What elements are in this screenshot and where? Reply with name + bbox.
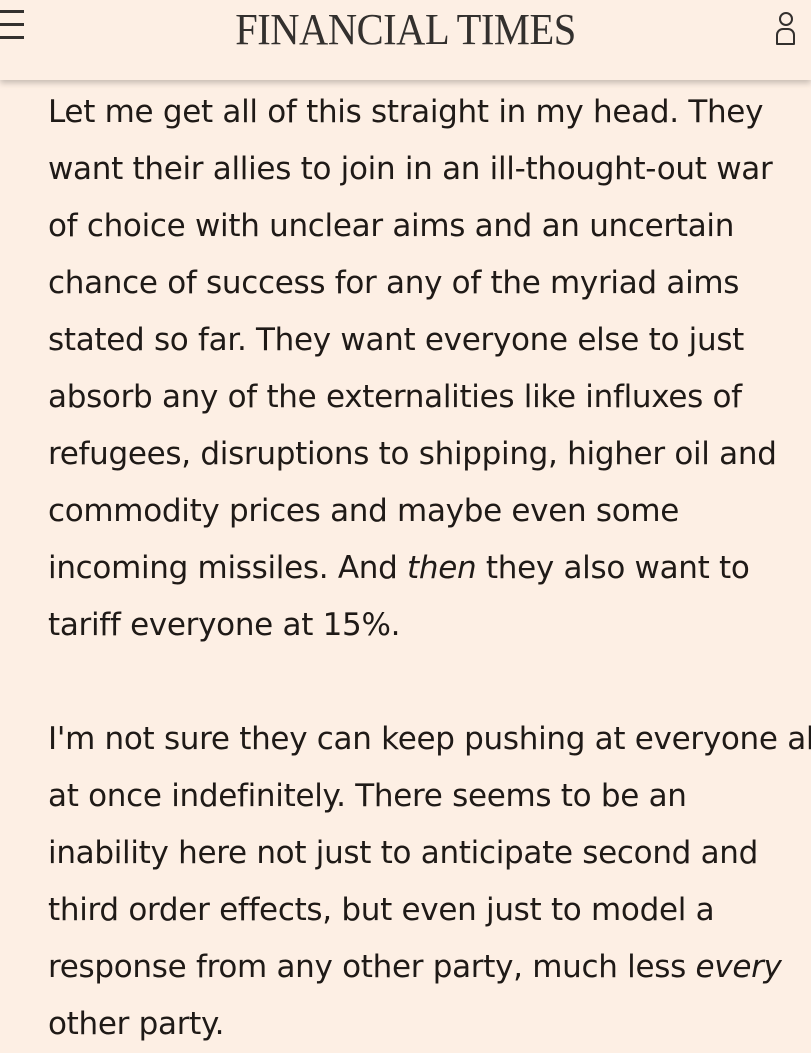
hamburger-menu-icon[interactable]: [0, 10, 26, 44]
text-segment: Let me get all of this straight in my he…: [48, 94, 764, 130]
text-segment: stated so far. They want everyone else t…: [48, 322, 745, 358]
ft-logo[interactable]: FINANCIAL TIMES: [235, 5, 576, 54]
text-line: third order effects, but even just to mo…: [48, 882, 811, 939]
text-segment: tariff everyone at 15%.: [48, 607, 401, 643]
text-line: stated so far. They want everyone else t…: [48, 312, 811, 369]
text-segment: response from any other party, much less: [48, 949, 696, 985]
text-line: of choice with unclear aims and an uncer…: [48, 198, 811, 255]
text-line: response from any other party, much less…: [48, 939, 811, 996]
article-body: Let me get all of this straight in my he…: [48, 84, 811, 1053]
text-line: commodity prices and maybe even some: [48, 483, 811, 540]
user-account-icon[interactable]: [774, 12, 796, 46]
text-line: refugees, disruptions to shipping, highe…: [48, 426, 811, 483]
paragraph-gap: [48, 654, 811, 711]
text-segment: incoming missiles. And: [48, 550, 408, 586]
text-segment: chance of success for any of the myriad …: [48, 265, 740, 301]
paragraph: I'm not sure they can keep pushing at ev…: [48, 711, 811, 1053]
text-segment: at once indefinitely. There seems to be …: [48, 778, 687, 814]
text-segment: I'm not sure they can keep pushing at ev…: [48, 721, 811, 757]
text-line: tariff everyone at 15%.: [48, 597, 811, 654]
text-line: chance of success for any of the myriad …: [48, 255, 811, 312]
text-line: absorb any of the externalities like inf…: [48, 369, 811, 426]
text-segment: want their allies to join in an ill-thou…: [48, 151, 773, 187]
text-line: I'm not sure they can keep pushing at ev…: [48, 711, 811, 768]
text-line: incoming missiles. And then they also wa…: [48, 540, 811, 597]
text-segment: third order effects, but even just to mo…: [48, 892, 715, 928]
text-line: Let me get all of this straight in my he…: [48, 84, 811, 141]
text-line: other party.: [48, 996, 811, 1053]
text-segment: they also want to: [476, 550, 750, 586]
text-segment: of choice with unclear aims and an uncer…: [48, 208, 735, 244]
site-header: FINANCIAL TIMES: [0, 0, 811, 80]
text-segment: other party.: [48, 1006, 225, 1042]
italic-text: then: [407, 550, 477, 586]
text-line: at once indefinitely. There seems to be …: [48, 768, 811, 825]
italic-text: every: [695, 949, 782, 985]
text-segment: inability here not just to anticipate se…: [48, 835, 759, 871]
text-segment: refugees, disruptions to shipping, highe…: [48, 436, 777, 472]
text-line: inability here not just to anticipate se…: [48, 825, 811, 882]
text-segment: absorb any of the externalities like inf…: [48, 379, 742, 415]
text-line: want their allies to join in an ill-thou…: [48, 141, 811, 198]
paragraph: Let me get all of this straight in my he…: [48, 84, 811, 654]
text-segment: commodity prices and maybe even some: [48, 493, 680, 529]
